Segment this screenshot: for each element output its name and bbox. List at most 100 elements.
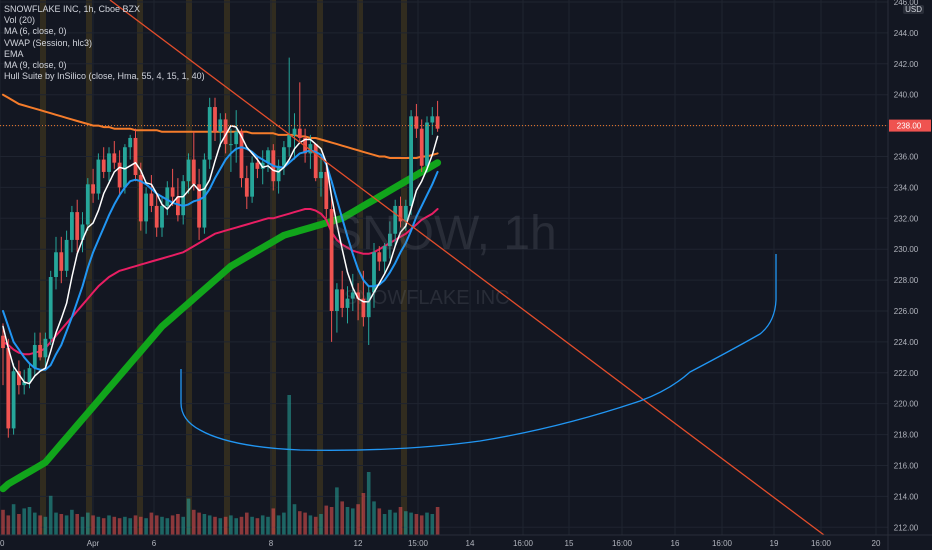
candle-body [123,147,127,188]
volume-bar [6,515,11,535]
candle-body [335,289,339,311]
volume-bar [101,518,106,535]
volume-bar [154,515,159,535]
candle-body [425,122,429,166]
user-drawings [0,0,888,536]
volume-bar [11,504,16,535]
legend-ma9[interactable]: MA (9, close, 0) [4,60,67,71]
volume-bar [324,505,329,535]
candle-body [117,162,122,188]
candle-body [22,382,27,386]
candle-body [112,153,117,163]
volume-bar [430,514,435,535]
volume-bar [223,516,228,535]
volume-bar [1,509,5,535]
candle-body [430,116,435,123]
candle-body [361,298,366,318]
last-price-label: 238.00 [897,122,922,131]
volume-bar [382,514,387,535]
volume-bar [139,516,143,535]
volume-bar [409,512,413,535]
volume-bar [96,516,101,535]
indicator-lines-front [2,124,439,385]
price-tick-label: 232.00 [894,214,919,223]
candle-body [403,205,408,222]
legend-volume[interactable]: Vol (20) [4,15,36,26]
volume-bar [54,512,58,535]
session-band [270,0,276,535]
chart-legend: SNOWFLAKE INC, 1h, Cboe BZX Vol (20) MA … [4,4,205,82]
currency-badge[interactable]: USD [903,5,924,14]
volume-bar [345,507,350,535]
volume-bar [245,512,249,535]
volume-bar [329,507,334,535]
volume-bar [112,516,117,535]
volume-bar [128,518,132,535]
candle-body [32,344,37,369]
candle-body [324,171,329,210]
candle-body [191,159,196,185]
candle-body [154,205,159,228]
volume-bar [17,514,21,535]
volume-bar [123,516,127,535]
volume-bar [170,515,175,535]
session-band [401,0,407,535]
price-tick-label: 242.00 [894,60,919,69]
candle-body [176,196,180,216]
session-band [86,0,92,535]
price-tick-label: 236.00 [894,152,919,161]
volume-bar [271,508,276,535]
volume-bar [351,508,355,535]
volume-bar [366,472,371,535]
candle-body [6,348,11,429]
price-tick-label: 246.00 [894,0,919,7]
session-band [357,0,363,535]
volume-bar [335,487,339,535]
candle-body [54,252,58,277]
legend-hull[interactable]: Hull Suite by InSilico (close, Hma, 55, … [4,71,205,82]
candle-body [250,162,254,197]
candle-body [170,187,175,197]
volume-bar [303,512,307,535]
vwap-line [2,208,439,356]
volume-bar [64,515,69,535]
candle-body [160,205,164,228]
candle-body [319,171,323,179]
legend-ema[interactable]: EMA [4,48,24,59]
candle-body [138,175,143,222]
ma9-line [2,146,439,371]
price-tick-label: 244.00 [894,29,919,38]
volume-bar [117,518,122,535]
candle-body [260,162,265,169]
candle-body [255,162,260,169]
candle-body [244,178,249,197]
volume-bar [181,516,185,535]
volume-bar [393,512,397,535]
candle-body [382,246,387,262]
time-tick-label: 6 [152,539,157,548]
volume-bar [86,512,90,535]
candle-body [27,368,32,383]
candle-body [414,116,419,129]
price-tick-label: 234.00 [894,183,919,192]
volume-bar [59,514,64,535]
candle-body [107,153,111,172]
legend-vwap[interactable]: VWAP (Session, hlc3) [4,37,93,48]
candle-body [91,184,95,194]
candle-body [229,144,233,146]
volume-bars [1,395,440,535]
volume-bar [149,512,154,535]
legend-ma6[interactable]: MA (6, close, 0) [4,26,67,37]
price-tick-label: 224.00 [894,338,919,347]
candle-body [197,184,201,228]
legend-symbol[interactable]: SNOWFLAKE INC, 1h, Cboe BZX [4,4,141,14]
watermark-name: SNOWFLAKE INC [344,287,510,309]
ma6-line [2,124,439,385]
volume-bar [255,518,260,535]
price-tick-label: 218.00 [894,431,919,440]
volume-bar [398,507,403,535]
candle-body [372,252,376,293]
candle-body [393,205,398,234]
time-tick-label: Apr [87,539,100,548]
